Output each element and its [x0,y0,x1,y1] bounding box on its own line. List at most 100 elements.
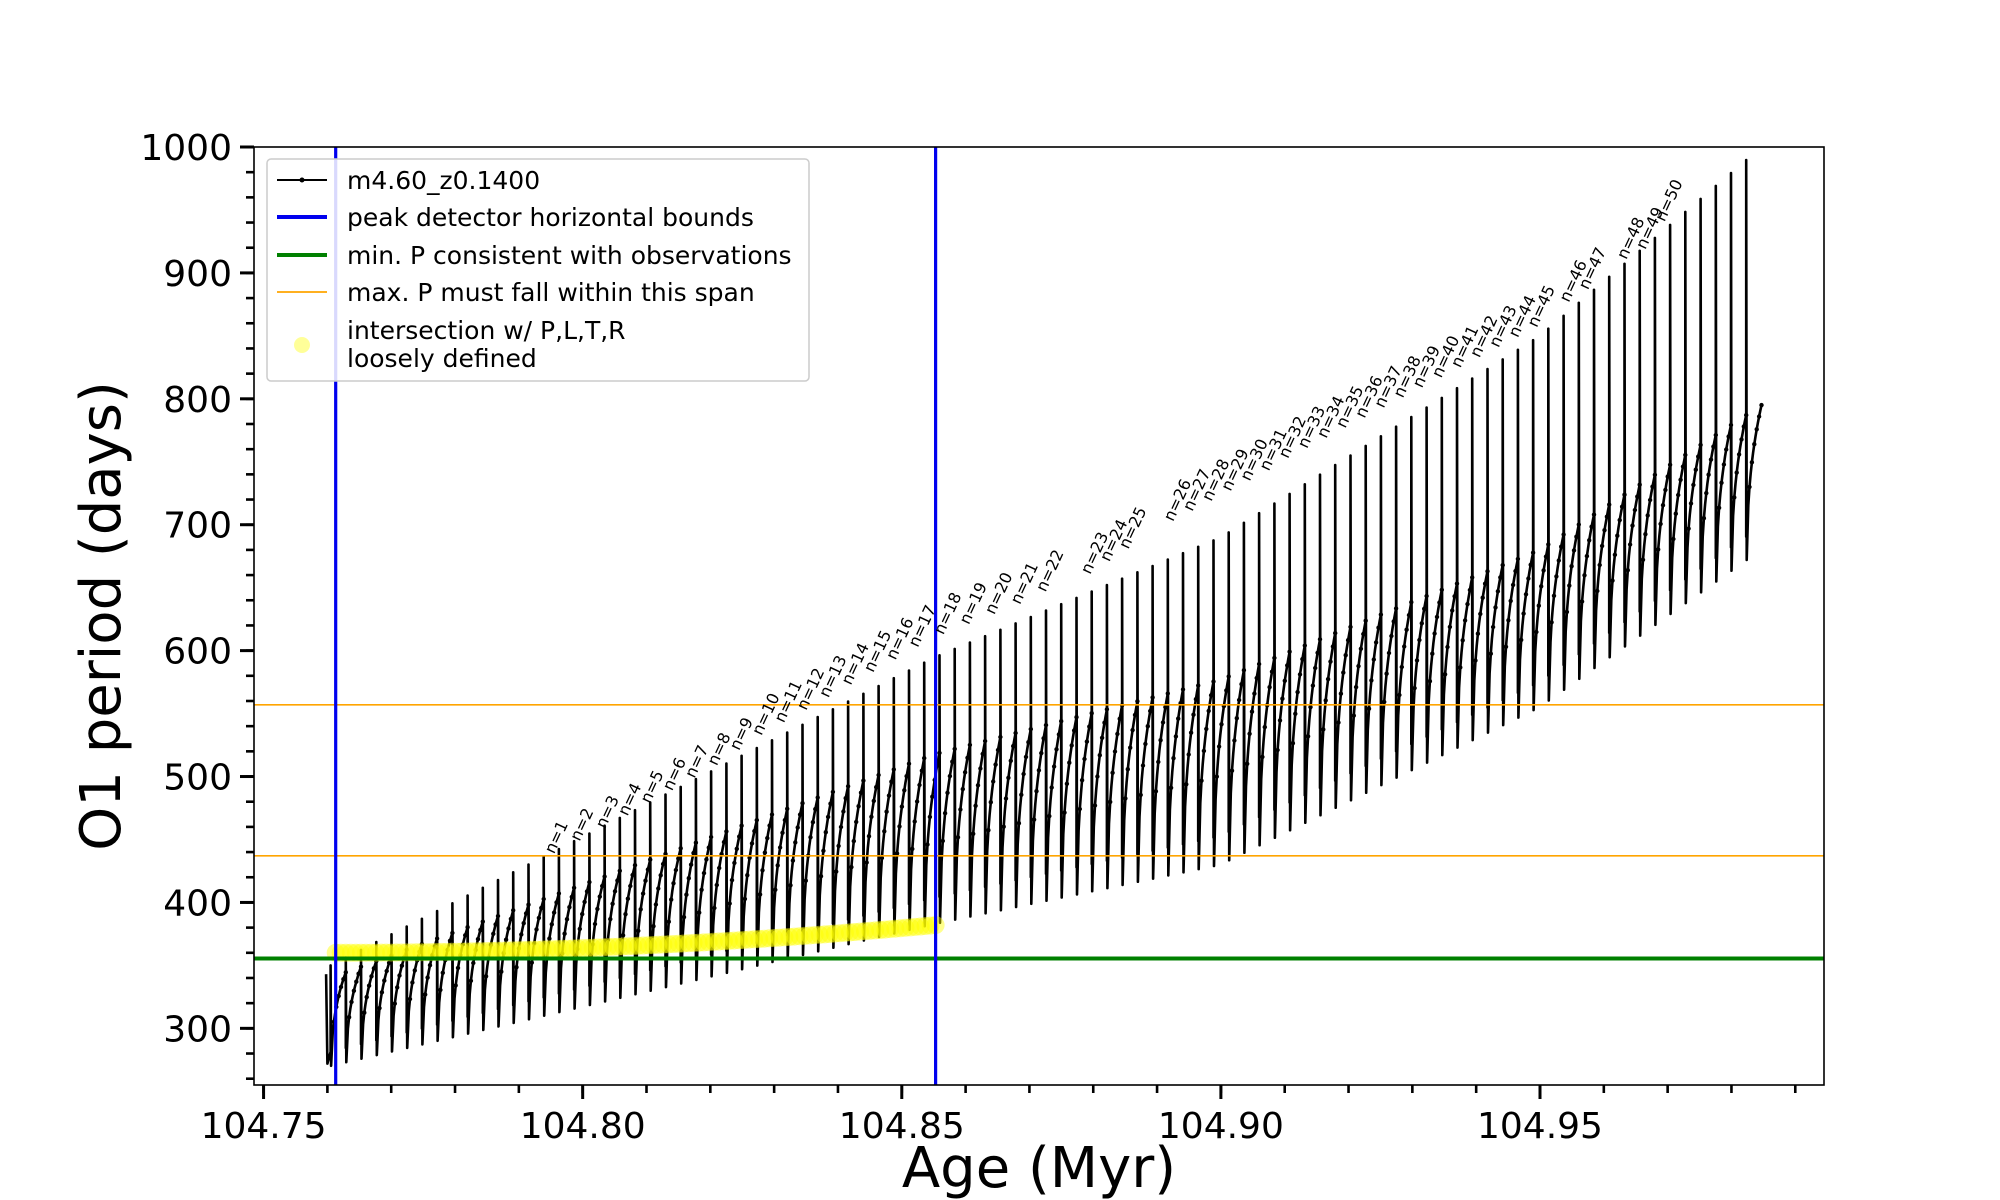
series-marker [1587,538,1592,543]
x-tick-label: 104.75 [201,1106,327,1147]
series-marker [845,784,851,789]
series-marker [693,840,699,845]
series-marker [369,974,374,979]
series-marker [1168,785,1174,790]
series-marker [541,896,546,902]
series-marker [1249,709,1255,714]
intersection-marker [684,933,703,952]
intersection-marker [830,924,849,943]
series-marker [447,938,453,943]
series-marker [1019,792,1024,797]
series-marker [651,924,656,929]
series-marker [910,846,915,852]
series-marker [529,960,534,965]
series-marker [455,965,461,971]
series-marker [739,823,744,828]
series-marker [450,930,455,936]
series-marker [1285,663,1290,668]
series-marker [582,899,587,905]
series-marker [1713,432,1719,438]
series-marker [1402,644,1407,649]
series-marker [1236,697,1242,703]
series-marker [356,971,361,976]
intersection-marker [694,933,713,952]
series-marker [1382,699,1387,705]
series-marker [712,905,717,911]
series-marker [1701,516,1707,521]
series-marker [1490,624,1496,630]
intersection-marker [538,940,557,959]
series-marker [1041,736,1046,741]
series-marker [1191,712,1196,717]
series-marker [785,806,790,811]
intersection-marker [493,941,512,960]
series-marker [1067,760,1072,765]
series-marker [717,865,722,871]
series-marker [1016,821,1022,826]
series-marker [1001,824,1006,829]
series-marker [1678,477,1683,482]
series-marker [1419,621,1425,626]
intersection-marker [447,942,466,961]
series-marker [1534,629,1539,635]
series-marker [630,872,635,878]
series-marker [516,946,522,951]
series-marker [988,800,993,805]
series-marker [560,951,565,956]
series-marker [1756,414,1762,419]
series-marker [1356,663,1361,669]
series-marker [1006,775,1011,780]
series-marker [884,809,889,814]
series-marker [1510,582,1516,588]
series-marker [1691,482,1696,488]
series-marker [638,907,643,912]
series-marker [569,894,574,900]
series-marker [1734,470,1739,475]
series-marker [945,790,950,795]
series-marker [1406,612,1412,618]
series-marker [453,983,458,988]
series-marker [1366,706,1372,711]
series-marker [1749,460,1755,465]
intersection-marker [588,938,607,957]
series-marker [1269,669,1275,674]
series-marker [384,968,389,974]
series-marker [1262,724,1268,730]
series-marker [1475,631,1481,636]
series-marker [975,783,981,788]
series-marker [1574,534,1579,539]
series-marker [1554,574,1559,579]
series-marker [1417,637,1422,643]
series-marker [1541,568,1546,573]
intersection-marker [573,939,592,958]
series-marker [967,742,973,748]
series-marker [1637,482,1642,487]
series-marker [973,803,978,808]
series-marker [960,786,965,792]
series-marker [1117,716,1122,721]
series-marker [952,746,957,752]
series-marker [349,999,354,1005]
series-marker [1064,781,1070,786]
pulse-label: n=50 [1651,176,1687,224]
series-marker [1156,759,1161,765]
intersection-marker [639,936,658,955]
series-marker [1488,651,1494,656]
series-marker [1308,704,1313,710]
series-marker [404,947,409,952]
series-marker [851,838,856,844]
series-marker [1559,544,1564,549]
series-marker [1084,739,1090,744]
intersection-marker [881,920,900,939]
intersection-marker [725,931,743,950]
intersection-marker [845,923,864,941]
series-marker [1071,728,1077,733]
series-marker [1216,744,1222,749]
series-marker [595,906,600,912]
series-marker [1724,447,1729,452]
intersection-marker [785,927,804,946]
intersection-marker [644,936,663,954]
series-marker [1393,606,1399,611]
intersection-marker [619,937,638,956]
series-marker [821,848,826,853]
